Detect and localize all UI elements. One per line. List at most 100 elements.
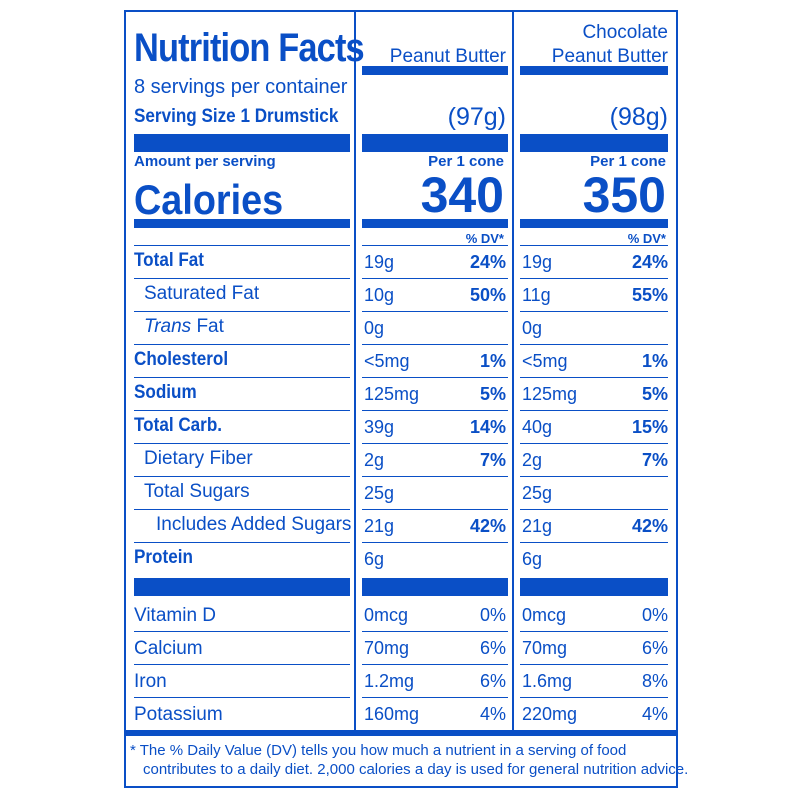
col2-amount: 40g [522,417,553,437]
row-divider [362,377,508,378]
col2-amount: 11g [522,285,551,305]
vitamin-label: Vitamin D [134,605,217,626]
row-divider [520,542,668,543]
col1-amount: 21g [364,516,395,536]
row-divider [134,476,350,477]
header-bar-c2 [520,66,668,75]
divider-1 [354,10,356,730]
row-divider [520,443,668,444]
row-divider [134,278,350,279]
col2-name-line1: Chocolate [582,22,668,43]
col1-dv: 50% [469,285,506,305]
medium-bar-c1 [362,219,508,228]
nutrient-label: Dietary Fiber [144,448,253,469]
col1-dv: 7% [479,450,506,470]
nutrient-label: Trans Fat [144,316,224,337]
col2-dv: 4% [641,704,668,724]
footnote-separator [124,730,678,736]
col1-amount: 0mcg [364,605,409,625]
row-divider [362,509,508,510]
header-bar-c1 [362,66,508,75]
row-divider [520,344,668,345]
nutrient-label: Total Carb. [134,415,223,436]
row-divider [520,631,668,632]
col1-dv: 42% [469,516,506,536]
label-title: Nutrition Facts [134,26,365,70]
col2-amount: 70mg [522,638,568,658]
col2-dv: 24% [631,252,668,272]
col2-dv: 42% [631,516,668,536]
col1-dv: 6% [479,671,506,691]
col2-dv: 1% [641,351,668,371]
medium-bar-c2 [520,219,668,228]
nutrient-label: Total Fat [134,250,204,271]
row-divider [362,410,508,411]
row-divider [520,311,668,312]
footnote-line2: contributes to a daily diet. 2,000 calor… [143,761,689,778]
nutrient-label: Cholesterol [134,349,229,370]
row-divider [134,377,350,378]
col1-amount: 6g [364,549,385,569]
col2-amount: 220mg [522,704,578,724]
col1-amount: 1.2mg [364,671,415,691]
row-divider [520,377,668,378]
col2-per-label: Per 1 cone [590,153,666,170]
col1-amount: 25g [364,483,395,503]
nutrient-label: Sodium [134,382,197,403]
row-divider [362,631,508,632]
amount-per-serving-label: Amount per serving [134,153,276,170]
row-divider [520,664,668,665]
row-divider [134,631,350,632]
thick-bar-c1-2 [362,578,508,596]
col1-amount: 2g [364,450,385,470]
col1-serving-weight: (97g) [447,103,506,131]
col2-amount: 25g [522,483,553,503]
col2-amount: 6g [522,549,543,569]
nutrient-label: Includes Added Sugars [156,514,352,535]
col1-name: Peanut Butter [389,46,506,67]
thick-bar-left-1 [134,134,350,152]
row-divider [520,697,668,698]
nutrient-label: Total Sugars [144,481,250,502]
col2-amount: <5mg [522,351,568,371]
col1-dv: 1% [479,351,506,371]
row-divider [134,410,350,411]
row-divider [362,278,508,279]
col2-amount: 19g [522,252,553,272]
col1-dv-header: % DV* [465,231,504,246]
row-divider [134,311,350,312]
vitamin-label: Potassium [134,704,223,725]
col2-amount: 1.6mg [522,671,573,691]
row-divider [520,278,668,279]
row-divider [362,344,508,345]
col2-dv: 5% [641,384,668,404]
col1-dv: 14% [469,417,506,437]
divider-2 [512,10,514,730]
col1-dv: 6% [479,638,506,658]
servings-per-container: 8 servings per container [134,76,348,98]
thick-bar-left-2 [134,578,350,596]
col1-amount: 70mg [364,638,410,658]
col2-dv-header: % DV* [627,231,666,246]
col2-dv: 55% [631,285,668,305]
col2-dv: 7% [641,450,668,470]
thick-bar-c1-1 [362,134,508,152]
col2-dv: 15% [631,417,668,437]
row-divider [134,443,350,444]
col2-amount: 2g [522,450,543,470]
col2-name-line2: Peanut Butter [551,46,668,67]
thick-bar-c2-1 [520,134,668,152]
col1-dv: 5% [479,384,506,404]
col2-calories: 350 [582,167,666,223]
dv-divider [520,245,668,246]
col2-amount: 125mg [522,384,578,404]
col2-serving-weight: (98g) [609,103,668,131]
col2-amount: 0mcg [522,605,567,625]
col1-amount: 160mg [364,704,420,724]
row-divider [520,509,668,510]
col1-amount: 39g [364,417,395,437]
col1-per-label: Per 1 cone [428,153,504,170]
row-divider [362,697,508,698]
nutrient-label-italic: Trans [144,316,192,337]
row-divider [362,443,508,444]
